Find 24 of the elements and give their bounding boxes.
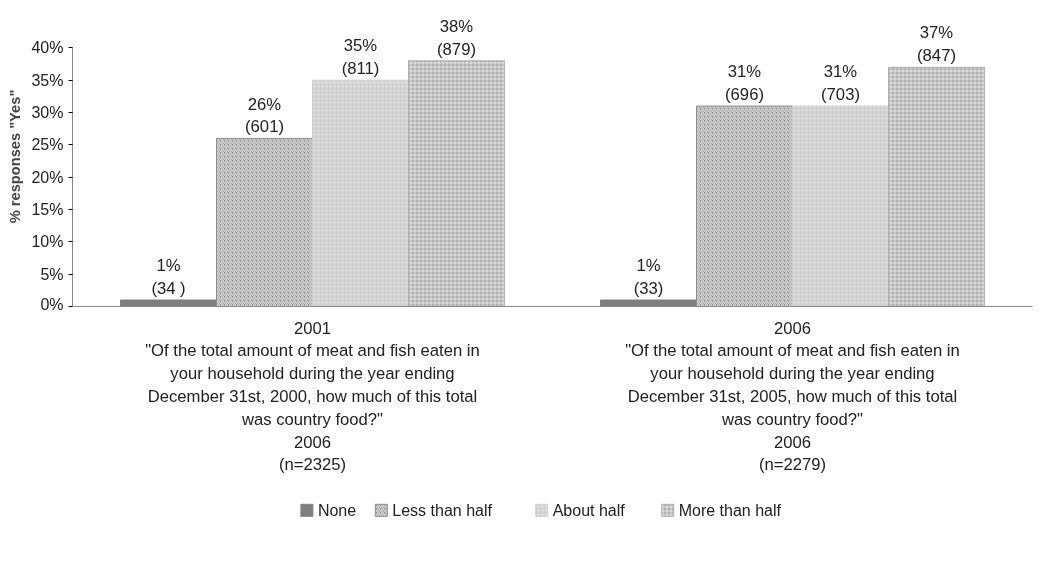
legend-label: More than half [678, 501, 782, 519]
y-tick-label: 30% [31, 104, 64, 122]
y-tick-label: 25% [31, 136, 64, 154]
data-label: 26% (601) [245, 94, 284, 137]
data-label: 37% (847) [917, 23, 956, 66]
legend-label: About half [552, 501, 626, 519]
data-label: 1% (33) [633, 256, 664, 299]
y-tick-label: 40% [31, 39, 64, 57]
legend-label: None [317, 501, 357, 519]
data-label: 35% (811) [341, 36, 380, 79]
x-tick-label: 2006 "Of the total amount of meat and fish eaten in your household during the year ending December 31st, 2005, how much of this total was country food?" 2006 (n=2279) [625, 318, 960, 475]
y-tick-label: 5% [40, 265, 64, 283]
data-label: 31% (703) [821, 62, 860, 105]
x-tick-label: 2001 "Of the total amount of meat and fish eaten in your household during the year ending December 31st, 2000, how much of this total was country food?" 2006 (n=2325) [145, 318, 480, 475]
data-label: 38% (879) [437, 17, 476, 59]
data-label: 31% (696) [725, 62, 764, 105]
y-tick-label: 10% [31, 233, 64, 251]
y-tick-label: 35% [31, 71, 64, 89]
y-axis-title: % responses "Yes" [7, 89, 24, 224]
y-tick-label: 15% [31, 201, 64, 219]
legend-label: Less than half [392, 501, 493, 519]
y-tick-label: 20% [31, 168, 64, 186]
data-label: 1% (34 ) [151, 256, 186, 299]
y-tick-label: 0% [40, 295, 64, 313]
